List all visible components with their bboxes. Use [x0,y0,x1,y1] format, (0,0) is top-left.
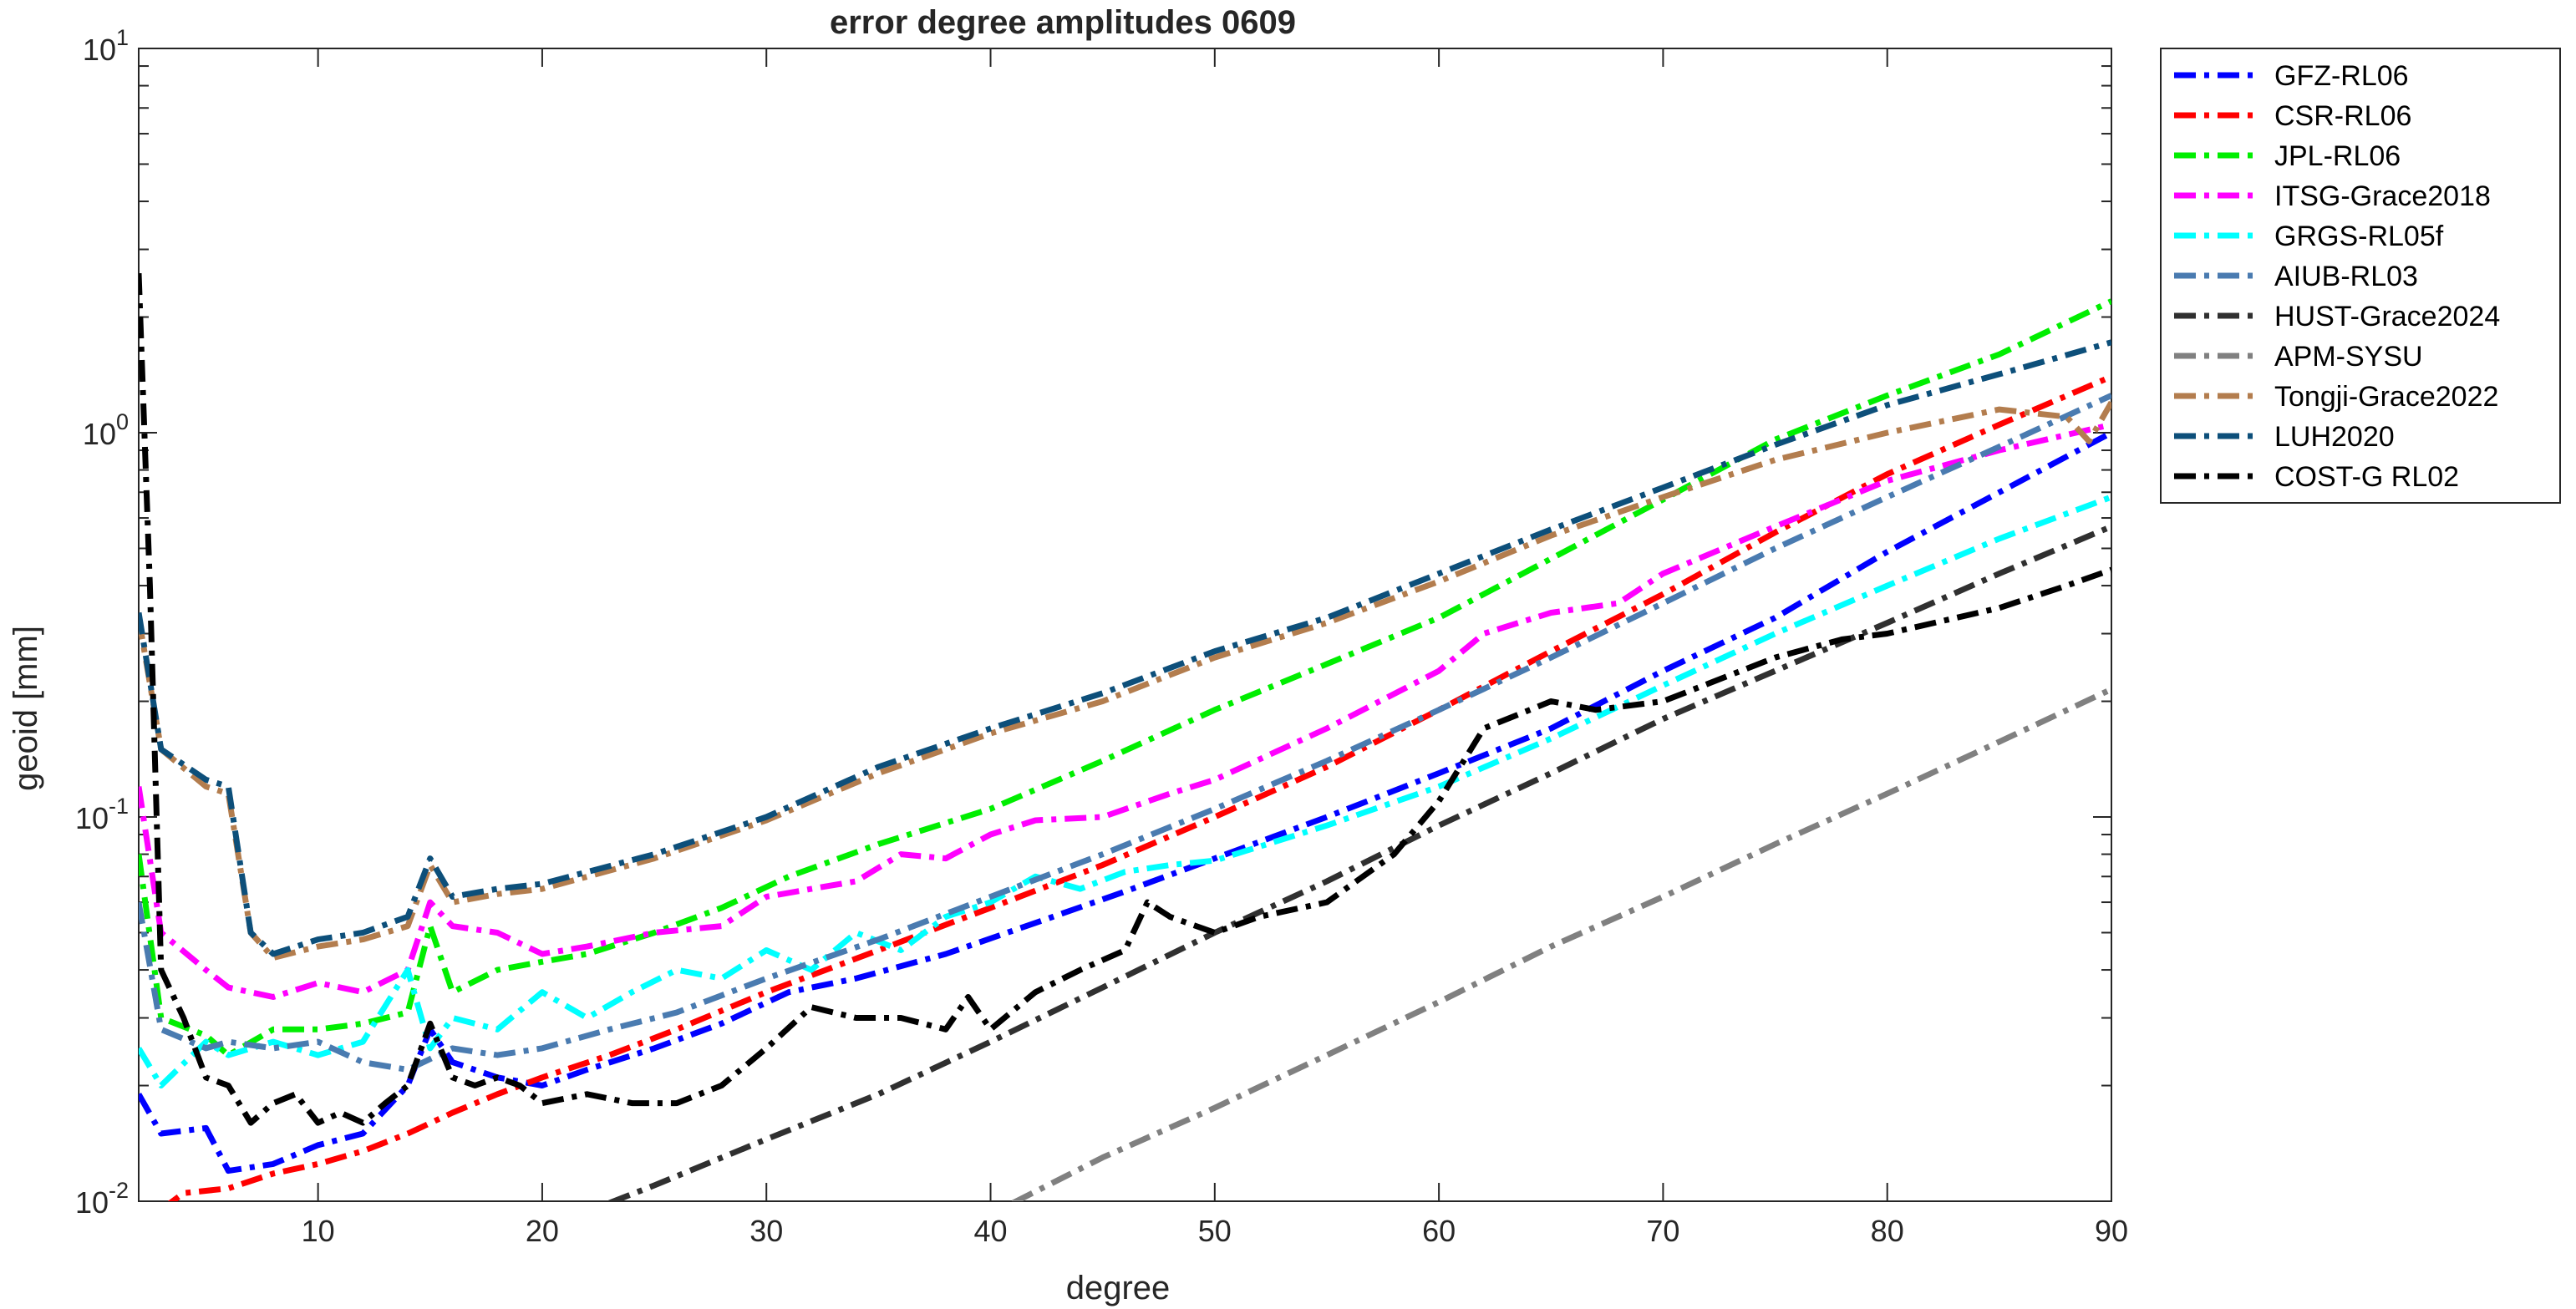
x-tick-label: 60 [1422,1214,1456,1248]
y-tick-label: 10-1 [75,794,129,835]
legend-label: AIUB-RL03 [2274,261,2418,292]
y-tick-exponent: -1 [109,794,129,819]
x-tick-label: 20 [526,1214,559,1248]
series-line-csr-rl06 [167,373,2111,1201]
series-line-itsg-grace2018 [139,421,2111,1000]
chart-title: error degree amplitudes 0609 [830,4,1296,41]
legend: GFZ-RL06 CSR-RL06 JPL-RL06 ITSG-Grace2018 GR… [2160,48,2561,504]
series-line-cost-g-rl02 [139,272,2111,1126]
x-tick-label: 80 [1871,1214,1904,1248]
x-tick-label: 70 [1646,1214,1679,1248]
legend-label: APM-SYSU [2274,341,2423,373]
series-line-luh2020 [139,339,2111,957]
series-line-gfz-rl06 [139,429,2111,1175]
legend-label: Tongji-Grace2022 [2274,381,2498,413]
y-axis-label: geoid [mm] [8,626,44,791]
series-line-tongji-grace2022 [139,400,2111,961]
series-line-aiub-rl03 [139,393,2111,1073]
x-tick-label: 40 [973,1214,1007,1248]
series-layer [139,272,2111,1201]
legend-label: GRGS-RL05f [2274,221,2444,252]
y-tick-label: 10-2 [75,1178,129,1220]
x-tick-label: 50 [1198,1214,1232,1248]
series-line-hust-grace2024 [608,524,2111,1201]
y-tick-base: 10 [75,801,109,835]
y-tick-exponent: -2 [109,1178,129,1203]
y-tick-base: 10 [83,417,116,451]
x-tick-label: 30 [749,1214,783,1248]
series-line-jpl-rl06 [139,298,2111,1058]
legend-label: LUH2020 [2274,421,2395,453]
y-tick-label: 100 [83,409,129,451]
legend-label: HUST-Grace2024 [2274,301,2500,332]
x-tick-label: 10 [302,1214,335,1248]
legend-label: GFZ-RL06 [2274,60,2409,92]
y-tick-label: 101 [83,25,129,67]
x-axis-label: degree [1066,1270,1171,1306]
legend-label: JPL-RL06 [2274,140,2401,172]
series-line-grgs-rl05f [139,494,2111,1088]
series-line-apm-sysu [1011,686,2111,1201]
y-tick-base: 10 [83,33,116,67]
y-tick-base: 10 [75,1185,109,1220]
legend-label: CSR-RL06 [2274,100,2411,132]
legend-label: ITSG-Grace2018 [2274,180,2491,212]
y-tick-exponent: 1 [116,25,129,50]
y-tick-exponent: 0 [116,409,129,434]
legend-label: COST-G RL02 [2274,461,2459,493]
x-tick-label: 90 [2095,1214,2128,1248]
